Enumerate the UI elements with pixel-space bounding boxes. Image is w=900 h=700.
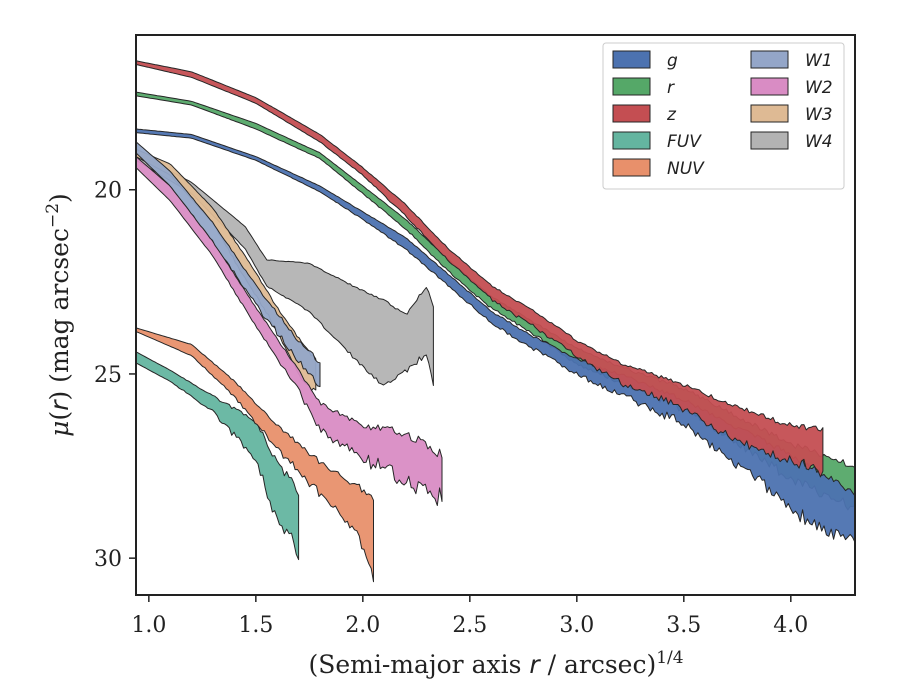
y-tick-label: 25: [94, 363, 122, 388]
legend-swatch-w1: [750, 50, 789, 69]
y-axis-title: μ(r) (mag arcsec−2): [43, 193, 74, 437]
x-tick-label: 2.5: [452, 613, 487, 638]
legend-label-g: g: [667, 51, 678, 71]
legend-label-nuv: NUV: [667, 159, 705, 179]
band-w1: [136, 141, 321, 388]
legend-swatch-fuv: [612, 131, 651, 150]
legend-label-z: z: [666, 105, 677, 125]
legend: grz FUV NUV W1 W2 W3 W4: [602, 42, 845, 190]
legend-label-w4: W4: [805, 132, 833, 152]
y-tick-label: 20: [94, 179, 122, 204]
x-tick-label: 3.5: [666, 613, 701, 638]
x-tick-label: 3.0: [559, 613, 594, 638]
legend-swatch-nuv: [612, 158, 651, 177]
band-g: [136, 128, 855, 543]
legend-label-fuv: FUV: [667, 132, 702, 152]
band-z: [136, 60, 824, 478]
legend-swatch-w2: [750, 77, 789, 96]
x-tick-label: 1.5: [238, 613, 273, 638]
legend-swatch-w4: [750, 131, 789, 150]
legend-label-w3: W3: [805, 105, 833, 125]
x-axis-title: (Semi-major axis r / arcsec)1/4: [308, 648, 683, 679]
band-w2: [136, 156, 443, 506]
y-tick-label: 30: [94, 547, 122, 572]
band-nuv: [136, 327, 374, 583]
legend-swatch-r: [612, 77, 651, 96]
x-axis-ticks: 1.0 1.5 2.0 2.5 3.0 3.5 4.0: [131, 595, 808, 638]
plot-frame: [135, 34, 856, 596]
legend-label-w2: W2: [805, 78, 833, 98]
x-tick-label: 1.0: [131, 613, 166, 638]
legend-swatch-z: [612, 104, 651, 123]
legend-label-r: r: [667, 78, 675, 98]
legend-swatch-w3: [750, 104, 789, 123]
x-tick-label: 4.0: [773, 613, 808, 638]
legend-label-w1: W1: [805, 51, 833, 71]
x-tick-label: 2.0: [345, 613, 380, 638]
y-axis-ticks: 20 25 30: [94, 179, 136, 572]
legend-swatch-g: [612, 50, 651, 69]
band-fuv: [136, 351, 300, 561]
profile-bands: [136, 60, 855, 583]
